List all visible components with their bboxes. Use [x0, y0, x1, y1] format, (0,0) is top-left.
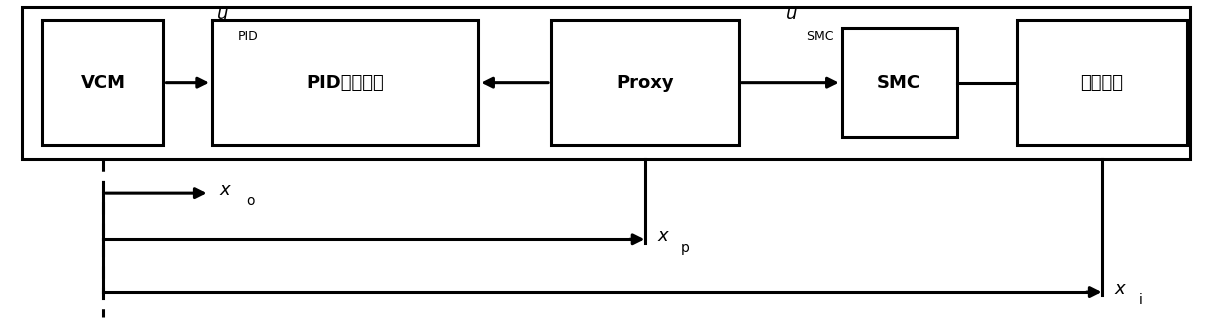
Text: 期望位置: 期望位置 — [1080, 74, 1124, 92]
Text: $u$: $u$ — [216, 5, 228, 23]
Text: Proxy: Proxy — [616, 74, 673, 92]
Text: SMC: SMC — [877, 74, 922, 92]
Text: $x$: $x$ — [219, 181, 233, 199]
Text: $u$: $u$ — [785, 5, 797, 23]
Text: p: p — [681, 241, 690, 254]
Bar — [212, 20, 478, 145]
Bar — [42, 20, 163, 145]
Bar — [1017, 20, 1187, 145]
Text: $x$: $x$ — [1114, 280, 1127, 298]
Text: SMC: SMC — [807, 30, 834, 43]
Bar — [842, 28, 957, 137]
Bar — [22, 7, 1190, 158]
Bar — [551, 20, 739, 145]
Text: o: o — [246, 194, 254, 208]
Text: PID: PID — [237, 30, 258, 43]
Text: $x$: $x$ — [656, 227, 670, 245]
Text: PID虚拟联结: PID虚拟联结 — [306, 74, 384, 92]
Text: VCM: VCM — [80, 74, 126, 92]
Text: i: i — [1138, 293, 1142, 307]
